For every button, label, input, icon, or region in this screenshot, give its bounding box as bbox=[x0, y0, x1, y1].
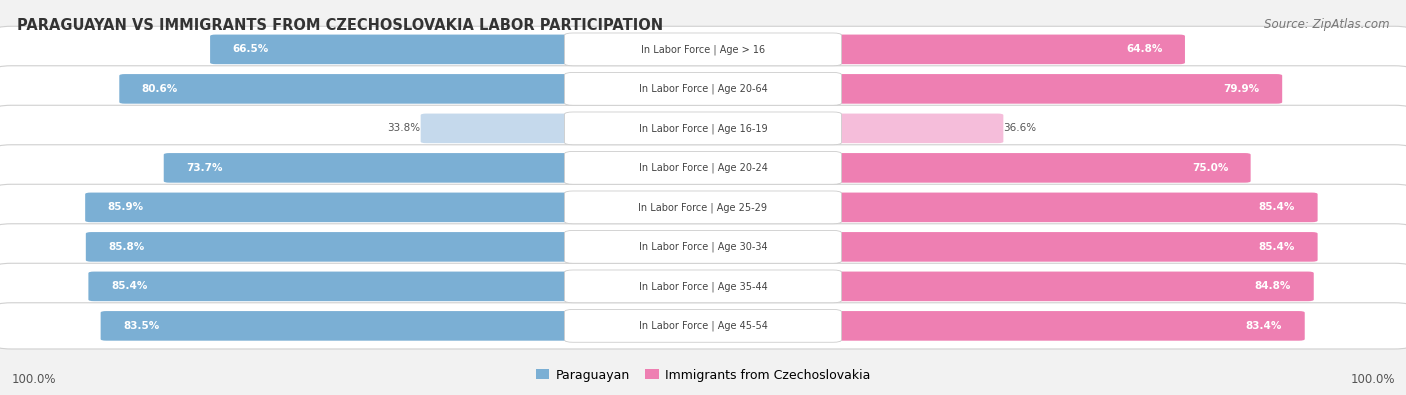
Text: 100.0%: 100.0% bbox=[1350, 374, 1395, 386]
FancyBboxPatch shape bbox=[101, 311, 650, 340]
FancyBboxPatch shape bbox=[0, 26, 1406, 73]
Text: 64.8%: 64.8% bbox=[1126, 44, 1163, 55]
FancyBboxPatch shape bbox=[564, 33, 842, 66]
Text: In Labor Force | Age 20-64: In Labor Force | Age 20-64 bbox=[638, 84, 768, 94]
Text: In Labor Force | Age > 16: In Labor Force | Age > 16 bbox=[641, 44, 765, 55]
FancyBboxPatch shape bbox=[564, 112, 842, 145]
Text: 85.4%: 85.4% bbox=[1258, 242, 1295, 252]
Text: In Labor Force | Age 16-19: In Labor Force | Age 16-19 bbox=[638, 123, 768, 134]
Text: 85.4%: 85.4% bbox=[111, 281, 148, 292]
FancyBboxPatch shape bbox=[756, 35, 1185, 64]
FancyBboxPatch shape bbox=[564, 73, 842, 105]
Text: 85.9%: 85.9% bbox=[108, 202, 143, 213]
Text: 79.9%: 79.9% bbox=[1223, 84, 1260, 94]
FancyBboxPatch shape bbox=[0, 263, 1406, 310]
Text: Source: ZipAtlas.com: Source: ZipAtlas.com bbox=[1264, 18, 1389, 31]
FancyBboxPatch shape bbox=[0, 303, 1406, 349]
Text: 85.8%: 85.8% bbox=[108, 242, 145, 252]
FancyBboxPatch shape bbox=[564, 310, 842, 342]
FancyBboxPatch shape bbox=[163, 153, 650, 182]
FancyBboxPatch shape bbox=[89, 272, 650, 301]
FancyBboxPatch shape bbox=[86, 193, 650, 222]
Text: In Labor Force | Age 25-29: In Labor Force | Age 25-29 bbox=[638, 202, 768, 213]
Text: 73.7%: 73.7% bbox=[186, 163, 222, 173]
FancyBboxPatch shape bbox=[756, 114, 1004, 143]
FancyBboxPatch shape bbox=[420, 114, 650, 143]
FancyBboxPatch shape bbox=[564, 270, 842, 303]
Text: 36.6%: 36.6% bbox=[1004, 123, 1036, 134]
Text: In Labor Force | Age 20-24: In Labor Force | Age 20-24 bbox=[638, 163, 768, 173]
FancyBboxPatch shape bbox=[564, 231, 842, 263]
FancyBboxPatch shape bbox=[756, 74, 1282, 103]
Text: 83.4%: 83.4% bbox=[1246, 321, 1282, 331]
Text: 66.5%: 66.5% bbox=[232, 44, 269, 55]
FancyBboxPatch shape bbox=[0, 184, 1406, 231]
FancyBboxPatch shape bbox=[0, 66, 1406, 112]
Text: 85.4%: 85.4% bbox=[1258, 202, 1295, 213]
FancyBboxPatch shape bbox=[120, 74, 650, 103]
Text: 84.8%: 84.8% bbox=[1256, 281, 1291, 292]
FancyBboxPatch shape bbox=[564, 191, 842, 224]
Text: 100.0%: 100.0% bbox=[11, 374, 56, 386]
FancyBboxPatch shape bbox=[756, 193, 1317, 222]
Text: In Labor Force | Age 45-54: In Labor Force | Age 45-54 bbox=[638, 321, 768, 331]
Legend: Paraguayan, Immigrants from Czechoslovakia: Paraguayan, Immigrants from Czechoslovak… bbox=[530, 364, 876, 387]
FancyBboxPatch shape bbox=[756, 153, 1251, 182]
FancyBboxPatch shape bbox=[756, 311, 1305, 340]
FancyBboxPatch shape bbox=[564, 152, 842, 184]
Text: 33.8%: 33.8% bbox=[388, 123, 420, 134]
FancyBboxPatch shape bbox=[0, 105, 1406, 151]
FancyBboxPatch shape bbox=[756, 272, 1313, 301]
FancyBboxPatch shape bbox=[86, 232, 650, 261]
Text: 75.0%: 75.0% bbox=[1192, 163, 1229, 173]
FancyBboxPatch shape bbox=[0, 224, 1406, 270]
Text: 80.6%: 80.6% bbox=[142, 84, 179, 94]
Text: In Labor Force | Age 35-44: In Labor Force | Age 35-44 bbox=[638, 281, 768, 292]
FancyBboxPatch shape bbox=[209, 35, 650, 64]
Text: PARAGUAYAN VS IMMIGRANTS FROM CZECHOSLOVAKIA LABOR PARTICIPATION: PARAGUAYAN VS IMMIGRANTS FROM CZECHOSLOV… bbox=[17, 18, 664, 33]
Text: In Labor Force | Age 30-34: In Labor Force | Age 30-34 bbox=[638, 242, 768, 252]
FancyBboxPatch shape bbox=[0, 145, 1406, 191]
FancyBboxPatch shape bbox=[756, 232, 1317, 261]
Text: 83.5%: 83.5% bbox=[124, 321, 159, 331]
